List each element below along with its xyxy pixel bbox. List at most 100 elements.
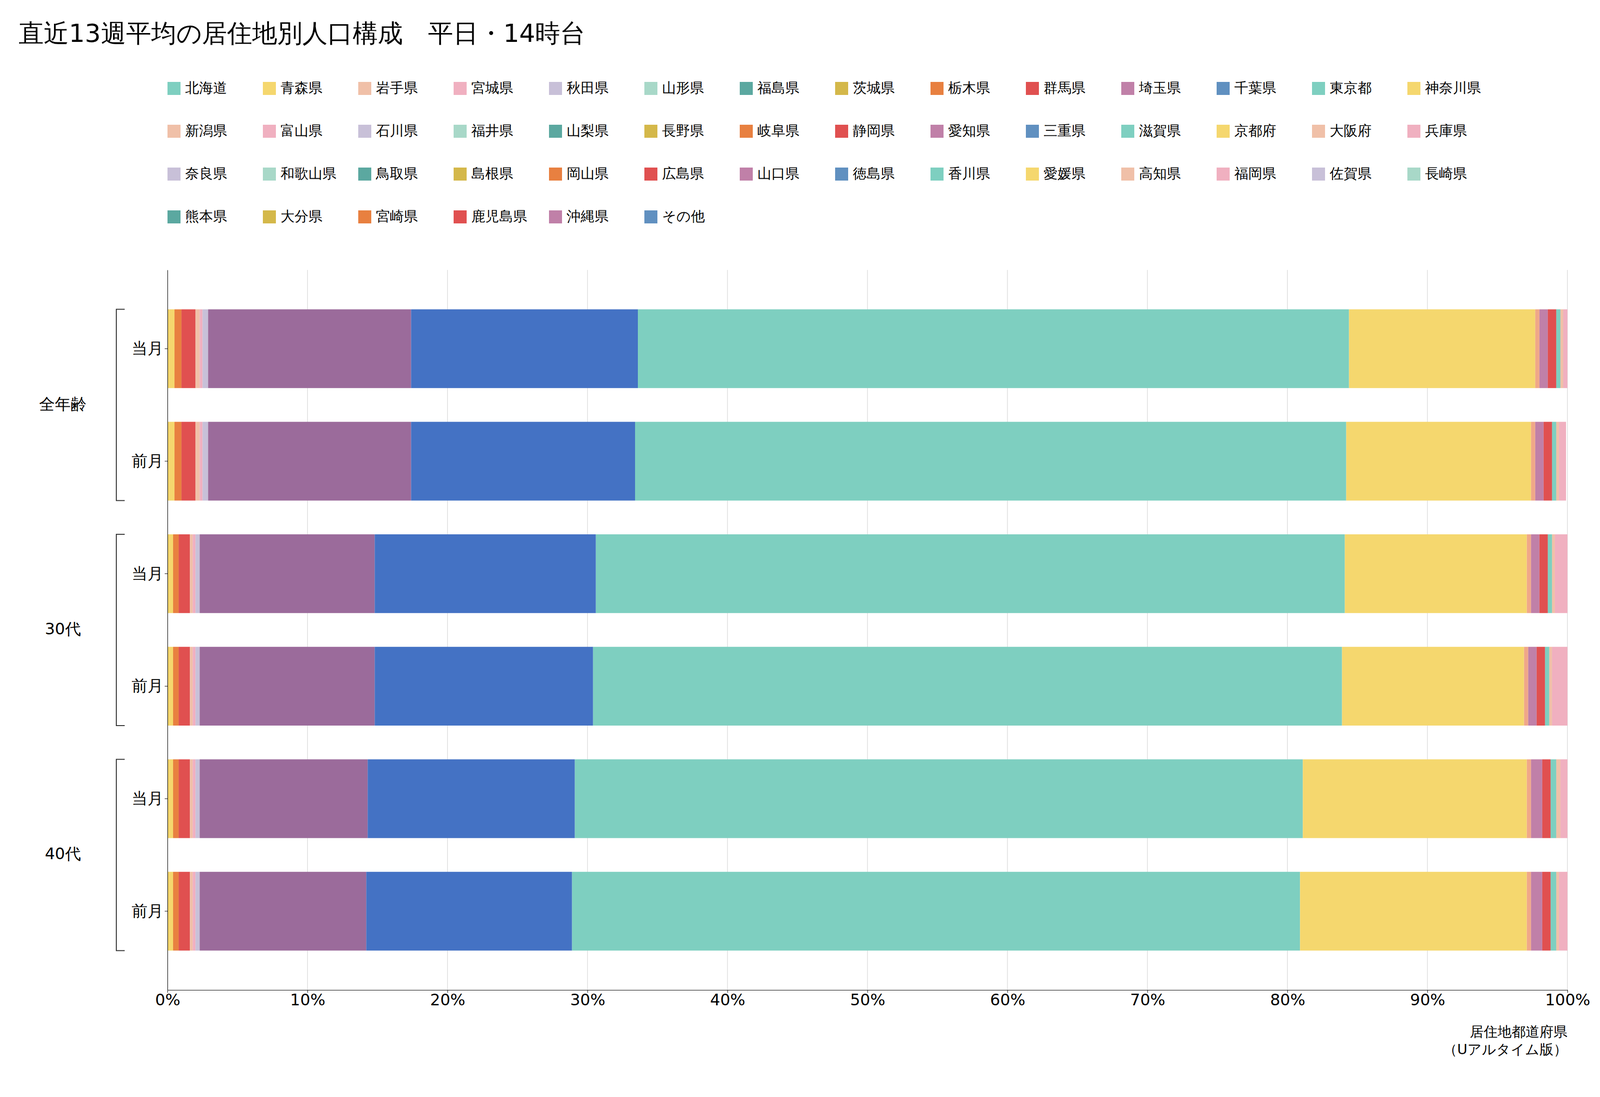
- legend-label: 和歌山県: [280, 165, 337, 182]
- group-bracket: [116, 758, 125, 951]
- tick-label: 70%: [1130, 990, 1166, 1009]
- legend-item: 長崎県: [1407, 165, 1467, 182]
- legend-swatch: [1216, 81, 1230, 95]
- bar-segment: [199, 646, 375, 726]
- bar-segment: [167, 871, 174, 951]
- tick: 30%: [569, 989, 606, 1009]
- bar-segment: [366, 871, 572, 951]
- legend-item: 山口県: [739, 165, 800, 182]
- legend-label: 福島県: [757, 79, 800, 96]
- legend-item: 群馬県: [1025, 79, 1086, 96]
- bar-segment: [1550, 871, 1557, 951]
- legend-label: 福岡県: [1234, 165, 1277, 182]
- legend-item: 沖縄県: [548, 207, 609, 225]
- tick-label: 当月: [131, 788, 164, 808]
- tick: 90%: [1410, 989, 1446, 1009]
- bar-segment: [192, 758, 196, 838]
- bar-segment: [178, 871, 190, 951]
- y-axis: 当月前月当月前月当月前月: [131, 270, 168, 991]
- bar-segment: [202, 309, 208, 389]
- legend-label: 新潟県: [185, 122, 228, 139]
- bar-segment: [192, 646, 196, 726]
- legend-swatch: [548, 124, 563, 138]
- tick: 前月: [131, 901, 168, 920]
- legend-label: 大阪府: [1329, 122, 1372, 139]
- legend-swatch: [835, 81, 849, 95]
- bar-segment: [1526, 758, 1532, 838]
- bar-segment: [1531, 534, 1540, 613]
- bar-segment: [192, 534, 196, 613]
- tick-label: 20%: [430, 990, 466, 1009]
- legend-swatch: [548, 167, 563, 181]
- legend-label: 宮崎県: [375, 207, 418, 225]
- tick-label: 100%: [1545, 990, 1591, 1009]
- bar-segment: [1559, 421, 1567, 501]
- grid: [167, 269, 1568, 990]
- bar-segment: [1542, 871, 1551, 951]
- legend-swatch: [1121, 167, 1135, 181]
- bar-segment: [189, 758, 193, 838]
- legend-swatch: [930, 124, 944, 138]
- legend-item: 宮城県: [453, 79, 514, 96]
- bar-segment: [1531, 758, 1543, 838]
- tick: 80%: [1270, 989, 1306, 1009]
- bar-segment: [1545, 646, 1550, 726]
- legend-item: 和歌山県: [262, 165, 337, 182]
- legend-label: 静岡県: [852, 122, 895, 139]
- legend-label: その他: [662, 207, 705, 225]
- legend-swatch: [167, 124, 181, 138]
- title: 直近13週平均の居住地別人口構成 平日・14時台: [18, 18, 586, 48]
- legend-item: 北海道: [167, 79, 228, 96]
- bar-segment: [195, 421, 200, 501]
- tick: 10%: [290, 989, 326, 1009]
- bar-segment: [167, 646, 174, 726]
- bar-segment: [1528, 646, 1537, 726]
- legend-item: 福井県: [453, 122, 514, 139]
- bar-segment: [575, 758, 1304, 838]
- bar-segment: [195, 758, 200, 838]
- legend-label: 三重県: [1043, 122, 1086, 139]
- legend-item: 埼玉県: [1121, 79, 1181, 96]
- tick: 20%: [430, 989, 466, 1009]
- legend-item: 佐賀県: [1312, 165, 1372, 182]
- legend-label: 佐賀県: [1329, 165, 1372, 182]
- bar-segment: [1554, 534, 1568, 613]
- legend-label: 青森県: [280, 79, 323, 96]
- group-label: 全年齢: [39, 394, 87, 414]
- legend-item: 栃木県: [930, 79, 991, 96]
- legend-swatch: [644, 210, 658, 224]
- bar-segment: [1560, 758, 1568, 838]
- bar-segment: [1345, 534, 1527, 613]
- bar-segment: [411, 421, 636, 501]
- legend-item: その他: [644, 207, 705, 225]
- legend-swatch: [835, 167, 849, 181]
- bar-segment: [189, 534, 193, 613]
- legend-item: 長野県: [644, 122, 704, 139]
- plot-area: 0%10%20%30%40%50%60%70%80%90%100%当月前月当月前…: [39, 269, 1591, 1058]
- legend-label: 鳥取県: [375, 165, 418, 182]
- legend-label: 広島県: [662, 165, 704, 182]
- bar-segment: [1556, 758, 1561, 838]
- legend-item: 千葉県: [1216, 79, 1277, 96]
- legend-swatch: [739, 81, 753, 95]
- legend-swatch: [1407, 81, 1421, 95]
- bar-segment: [1526, 871, 1532, 951]
- legend-item: 鳥取県: [358, 165, 418, 182]
- bar-segment: [178, 646, 190, 726]
- legend-item: 大阪府: [1312, 122, 1372, 139]
- legend-label: 熊本県: [185, 207, 228, 225]
- legend-swatch: [644, 81, 658, 95]
- tick: 当月: [131, 338, 168, 358]
- legend-swatch: [167, 210, 181, 224]
- legend-label: 千葉県: [1234, 79, 1277, 96]
- tick: 100%: [1545, 989, 1591, 1009]
- bar-segment: [202, 421, 208, 501]
- legend-swatch: [453, 210, 467, 224]
- legend-label: 京都府: [1234, 122, 1277, 139]
- tick: 40%: [709, 989, 746, 1009]
- axis-title-line: 居住地都道府県: [1469, 1023, 1568, 1040]
- legend-swatch: [167, 81, 181, 95]
- tick-label: 50%: [850, 990, 886, 1009]
- legend-label: 奈良県: [185, 165, 228, 182]
- legend-item: 岡山県: [548, 165, 609, 182]
